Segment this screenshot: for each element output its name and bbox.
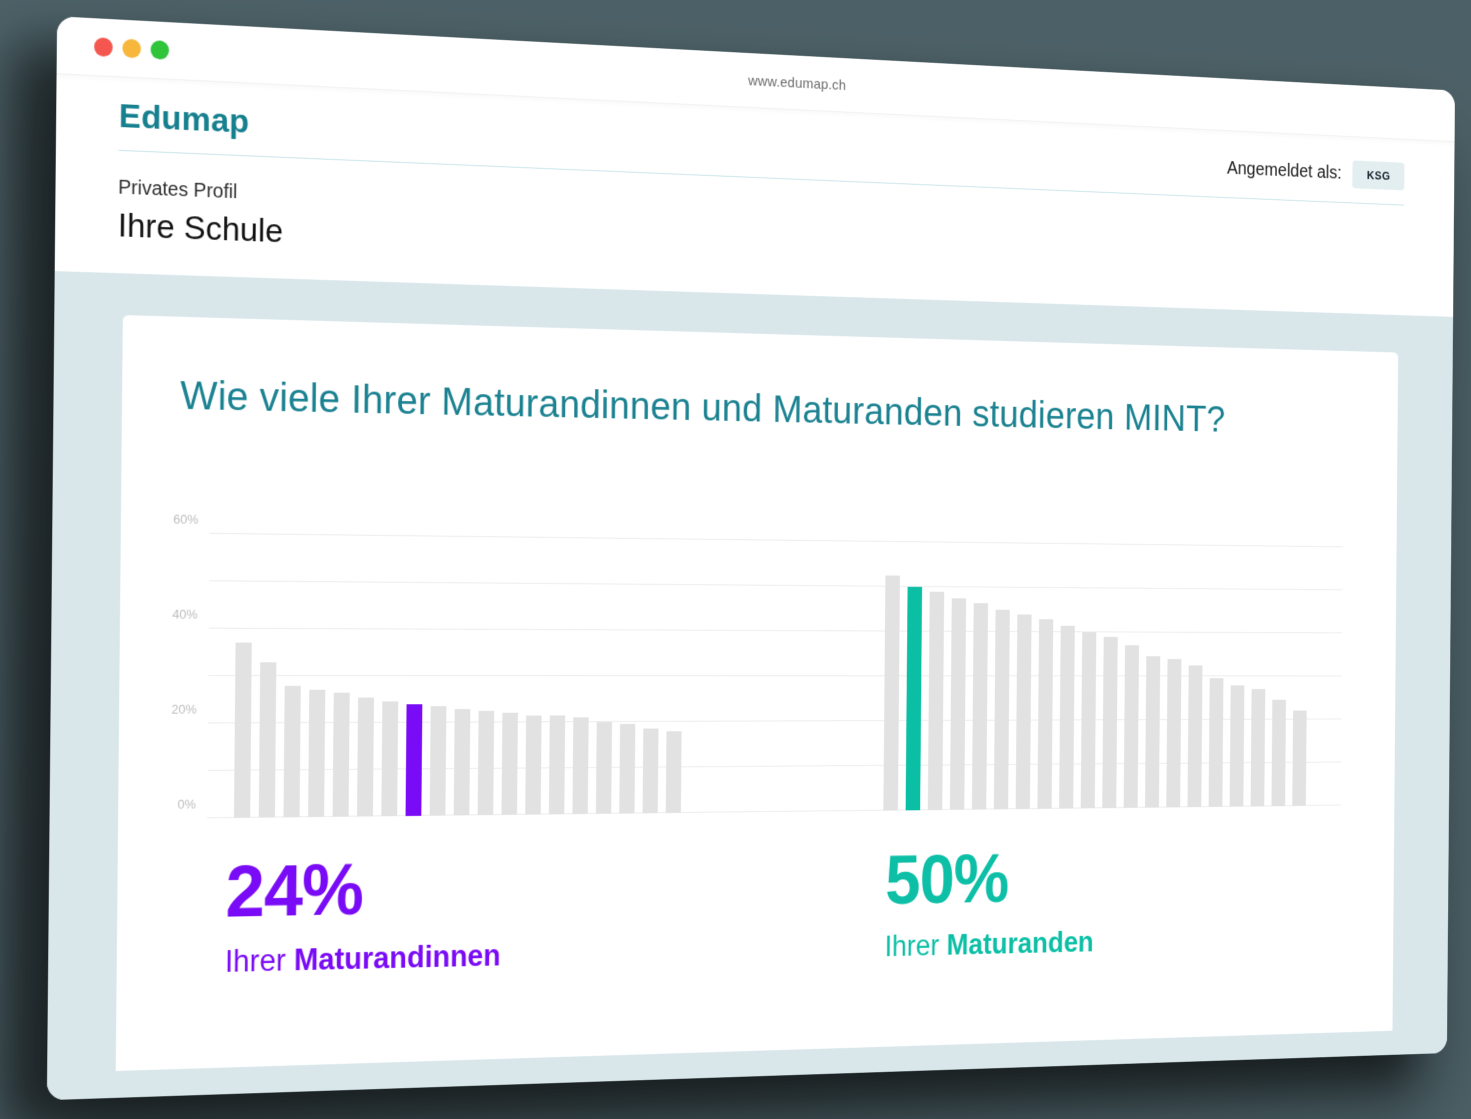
- bar: [665, 730, 682, 814]
- bar-group-maturandinnen: [233, 642, 682, 818]
- bar-group-maturanden: [883, 575, 1307, 811]
- brand-logo[interactable]: Edumap: [118, 97, 250, 141]
- highlight-bar-maturanden: [905, 586, 923, 811]
- stat-value-maturanden: 50%: [884, 839, 1009, 919]
- y-axis-tick-label: 60%: [173, 511, 199, 527]
- bar: [1187, 665, 1203, 808]
- stat-prefix: Ihrer: [224, 942, 286, 979]
- stat-noun: Maturanden: [946, 925, 1094, 962]
- stat-value-maturandinnen: 24%: [225, 848, 364, 933]
- y-axis-tick-label: 20%: [171, 701, 197, 717]
- gridline: [209, 532, 1343, 548]
- bar: [993, 609, 1010, 810]
- bar: [1166, 658, 1182, 808]
- bar: [357, 697, 375, 817]
- highlight-bar-maturandinnen: [405, 704, 423, 817]
- close-window-icon[interactable]: [94, 37, 113, 58]
- browser-window: www.edumap.ch Edumap Angemeldet als: KSG…: [46, 16, 1455, 1101]
- bar: [501, 713, 518, 815]
- bar: [595, 722, 613, 814]
- window-controls: [57, 35, 170, 60]
- logged-in-label: Angemeldet als:: [1226, 158, 1342, 184]
- bar: [477, 710, 495, 816]
- stat-maturandinnen: 24% Ihrer Maturandinnen: [225, 848, 502, 980]
- y-axis-tick-label: 0%: [177, 796, 196, 812]
- bar: [1102, 636, 1118, 809]
- bar: [642, 728, 659, 814]
- stat-caption-maturanden: Ihrer Maturanden: [885, 926, 1094, 964]
- bar: [381, 701, 399, 817]
- bar: [1037, 618, 1054, 809]
- bar: [283, 685, 301, 818]
- bar: [453, 708, 471, 816]
- bar: [1080, 632, 1097, 809]
- bar: [619, 724, 636, 814]
- bar: [1292, 710, 1307, 807]
- bar: [233, 642, 252, 818]
- chart-card: Wie viele Ihrer Maturandinnen und Matura…: [115, 315, 1399, 1072]
- login-status: Angemeldet als: KSG: [1227, 155, 1405, 193]
- bar: [949, 598, 967, 810]
- bar: [1123, 645, 1140, 808]
- stat-maturanden: 50% Ihrer Maturanden: [884, 839, 1095, 964]
- bar: [927, 591, 945, 811]
- bar: [258, 661, 277, 818]
- stat-prefix: Ihrer: [884, 928, 940, 963]
- bar: [971, 602, 989, 810]
- bar: [572, 717, 589, 815]
- bar: [1229, 685, 1245, 807]
- bar: [525, 715, 542, 815]
- bar: [308, 690, 326, 818]
- bar: [332, 692, 350, 817]
- bar: [1059, 625, 1075, 809]
- zoom-window-icon[interactable]: [150, 40, 170, 60]
- bar: [1271, 700, 1286, 807]
- bar: [1208, 678, 1224, 807]
- bar: [883, 575, 900, 811]
- y-axis-tick-label: 40%: [172, 606, 198, 622]
- minimize-window-icon[interactable]: [122, 38, 141, 59]
- stat-caption-maturandinnen: Ihrer Maturandinnen: [225, 938, 501, 979]
- address-bar[interactable]: www.edumap.ch: [747, 71, 847, 93]
- stats-row: 24% Ihrer Maturandinnen 50% Ihrer Matura…: [149, 840, 1347, 1046]
- stat-noun: Maturandinnen: [293, 938, 501, 978]
- chart-title: Wie viele Ihrer Maturandinnen und Matura…: [180, 372, 1226, 440]
- content-area: Wie viele Ihrer Maturandinnen und Matura…: [46, 271, 1454, 1101]
- bar: [548, 715, 566, 815]
- bar: [429, 706, 447, 816]
- bar: [1145, 656, 1161, 808]
- bar: [1250, 689, 1266, 807]
- mint-bar-chart: 0% 20% 40% 60%: [151, 490, 1349, 819]
- logged-in-badge[interactable]: KSG: [1352, 160, 1405, 191]
- bar: [1015, 614, 1032, 810]
